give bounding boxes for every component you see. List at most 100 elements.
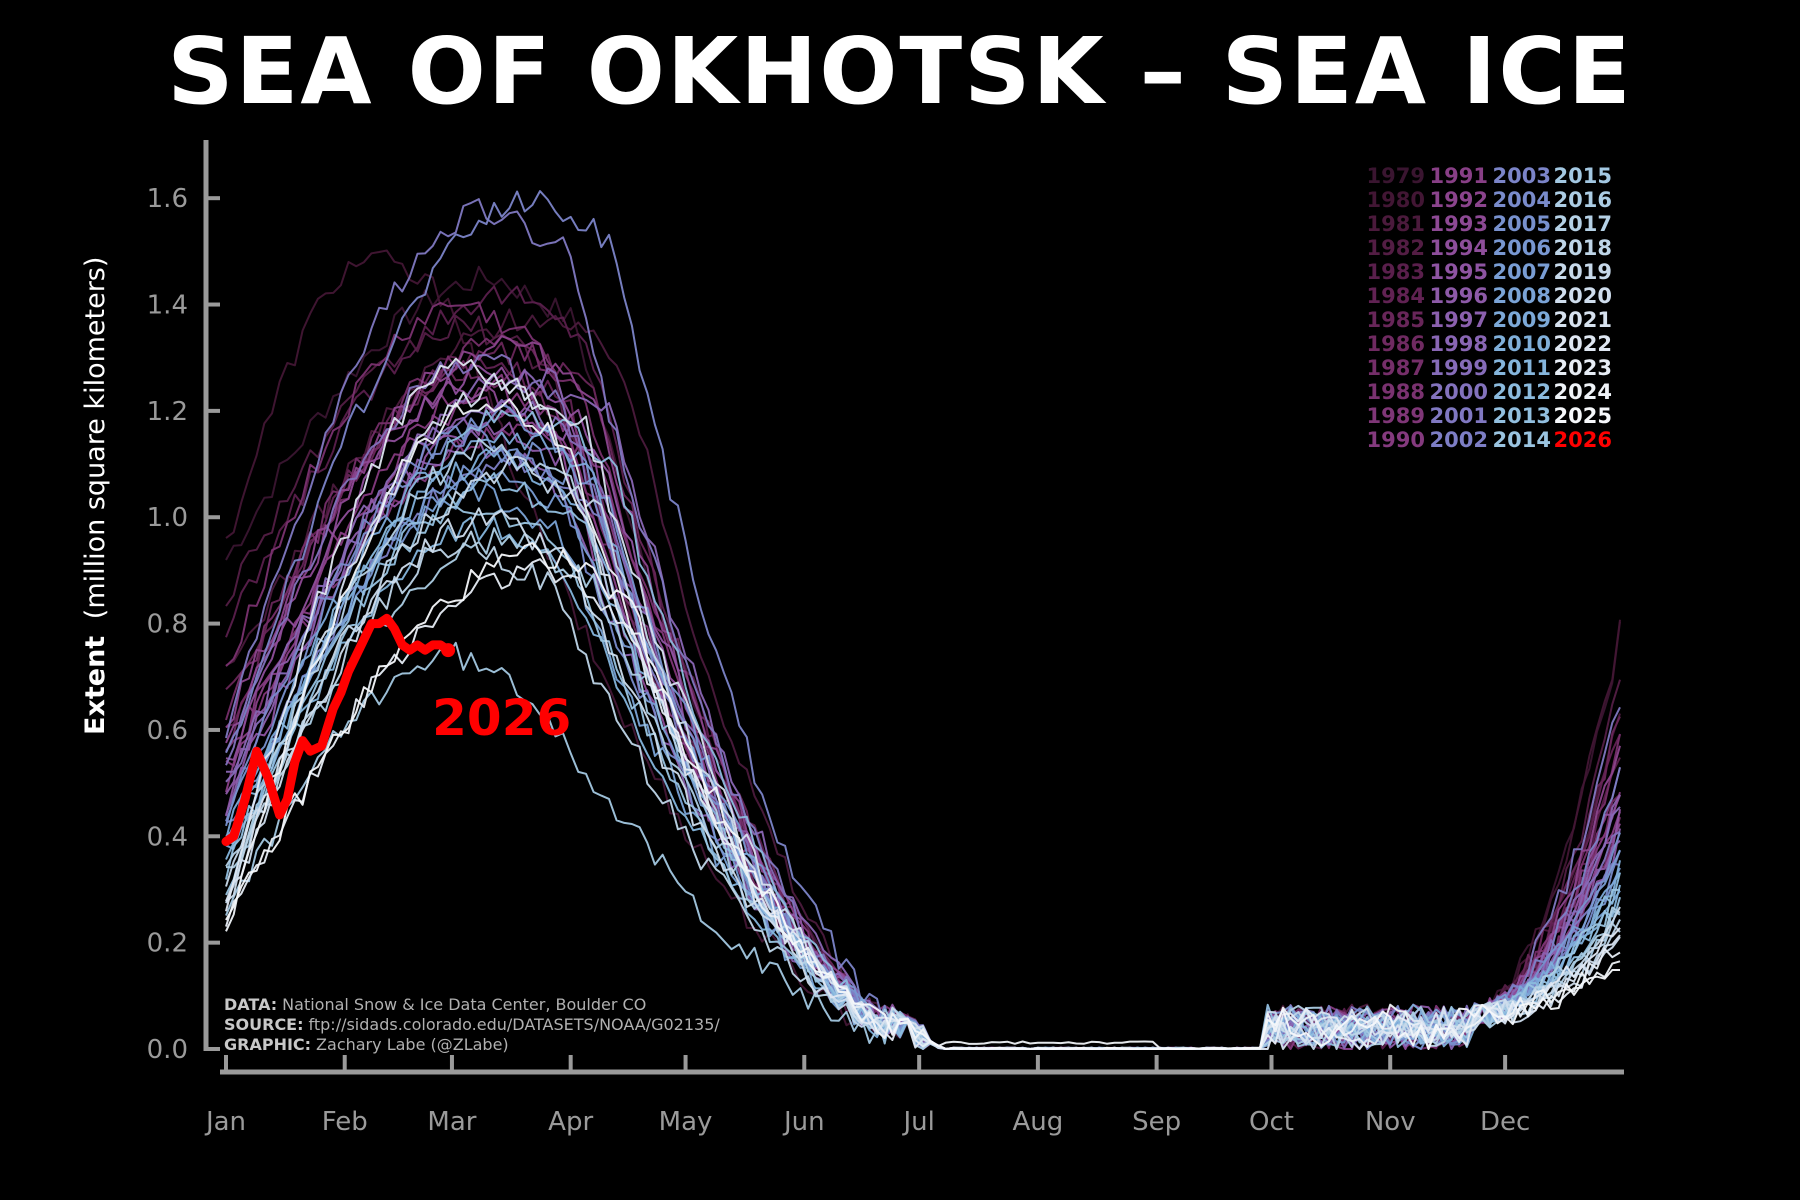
x-tick-label: Dec bbox=[1480, 1107, 1530, 1137]
highlight-series: 2026 bbox=[221, 613, 571, 847]
legend-item-1982: 1982 bbox=[1367, 236, 1425, 260]
legend-item-1994: 1994 bbox=[1430, 236, 1488, 260]
legend-item-2006: 2006 bbox=[1493, 236, 1551, 260]
legend-item-1983: 1983 bbox=[1367, 260, 1425, 284]
y-tick-label: 0.8 bbox=[147, 610, 188, 640]
legend-item-2022: 2022 bbox=[1554, 332, 1612, 356]
credit-line: DATA: National Snow & Ice Data Center, Bo… bbox=[224, 995, 646, 1014]
legend-item-1999: 1999 bbox=[1430, 356, 1488, 380]
y-tick-label: 0.6 bbox=[147, 716, 188, 746]
y-tick-label: 1.4 bbox=[147, 291, 188, 321]
credits: DATA: National Snow & Ice Data Center, Bo… bbox=[224, 995, 720, 1054]
legend-item-2009: 2009 bbox=[1493, 308, 1551, 332]
x-tick-label: Feb bbox=[322, 1107, 368, 1137]
legend-item-1988: 1988 bbox=[1367, 380, 1425, 404]
legend-item-2024: 2024 bbox=[1554, 380, 1612, 404]
legend-item-2025: 2025 bbox=[1554, 404, 1612, 428]
series-line-2019 bbox=[225, 455, 1621, 1050]
chart-title: SEA OF OKHOTSK – SEA ICE bbox=[167, 18, 1633, 125]
credit-key: GRAPHIC: bbox=[224, 1035, 311, 1054]
credit-line: GRAPHIC: Zachary Labe (@ZLabe) bbox=[224, 1035, 509, 1054]
y-axis-label: Extent (million square kilometers) bbox=[80, 257, 111, 735]
highlight-label: 2026 bbox=[432, 689, 571, 747]
x-tick-label: Nov bbox=[1365, 1107, 1416, 1137]
legend-item-2019: 2019 bbox=[1554, 260, 1612, 284]
legend-item-2020: 2020 bbox=[1554, 284, 1612, 308]
legend-item-1991: 1991 bbox=[1430, 164, 1488, 188]
y-tick-label: 1.6 bbox=[147, 184, 188, 214]
legend-item-2001: 2001 bbox=[1430, 404, 1488, 428]
legend-item-1981: 1981 bbox=[1367, 212, 1425, 236]
credit-key: DATA: bbox=[224, 995, 277, 1014]
series-line-2014 bbox=[225, 505, 1620, 1050]
legend-item-2026: 2026 bbox=[1554, 428, 1612, 452]
legend-item-2017: 2017 bbox=[1554, 212, 1612, 236]
series-lines bbox=[225, 190, 1621, 1050]
y-tick-label: 0.4 bbox=[147, 822, 188, 852]
x-tick-label: Jan bbox=[204, 1107, 246, 1137]
legend-item-2023: 2023 bbox=[1554, 356, 1612, 380]
credit-line: SOURCE: ftp://sidads.colorado.edu/DATASET… bbox=[224, 1015, 720, 1034]
legend-item-2013: 2013 bbox=[1493, 404, 1551, 428]
legend-item-1990: 1990 bbox=[1367, 428, 1425, 452]
x-tick-label: Oct bbox=[1249, 1107, 1294, 1137]
series-line-2013 bbox=[225, 472, 1621, 1050]
legend-item-1987: 1987 bbox=[1367, 356, 1425, 380]
legend-item-2016: 2016 bbox=[1554, 188, 1612, 212]
highlight-endpoint bbox=[441, 643, 456, 658]
y-tick-label: 1.2 bbox=[147, 397, 188, 427]
y-tick-label: 0.2 bbox=[147, 929, 188, 959]
series-line-2007 bbox=[225, 467, 1621, 1050]
credit-text: National Snow & Ice Data Center, Boulder… bbox=[282, 995, 646, 1014]
series-line-2024 bbox=[225, 398, 1621, 1050]
legend-item-1995: 1995 bbox=[1430, 260, 1488, 284]
legend-item-2008: 2008 bbox=[1493, 284, 1551, 308]
legend-item-1992: 1992 bbox=[1430, 188, 1488, 212]
x-tick-label: May bbox=[659, 1107, 713, 1137]
y-axis-label-unit: (million square kilometers) bbox=[80, 257, 111, 620]
series-line-2010 bbox=[225, 446, 1621, 1050]
legend-item-1986: 1986 bbox=[1367, 332, 1425, 356]
x-tick-label: Sep bbox=[1132, 1107, 1181, 1137]
legend-item-1979: 1979 bbox=[1367, 164, 1425, 188]
legend-item-1996: 1996 bbox=[1430, 284, 1488, 308]
axes: 0.0 0.2 0.4 0.6 0.8 1.0 1.2 1.4 1.6 Jan Feb Mar Apr M… bbox=[147, 140, 1624, 1137]
legend-item-2000: 2000 bbox=[1430, 380, 1488, 404]
legend-item-2018: 2018 bbox=[1554, 236, 1612, 260]
x-tick-label: Mar bbox=[427, 1107, 476, 1137]
series-line-2025 bbox=[225, 542, 1620, 1050]
series-line-2023 bbox=[225, 558, 1621, 1050]
legend-item-2007: 2007 bbox=[1493, 260, 1551, 284]
legend-item-2012: 2012 bbox=[1493, 380, 1551, 404]
credit-text: Zachary Labe (@ZLabe) bbox=[316, 1035, 509, 1054]
x-tick-label: Jul bbox=[901, 1107, 934, 1137]
x-tick-label: Aug bbox=[1012, 1107, 1063, 1137]
series-line-2011 bbox=[225, 515, 1621, 1050]
series-line-2018 bbox=[225, 530, 1621, 1050]
highlight-line bbox=[221, 613, 453, 847]
legend-item-2002: 2002 bbox=[1430, 428, 1488, 452]
legend-item-1980: 1980 bbox=[1367, 188, 1425, 212]
legend-item-1993: 1993 bbox=[1430, 212, 1488, 236]
y-axis-label-main: Extent bbox=[80, 636, 111, 735]
y-tick-label: 1.0 bbox=[147, 503, 188, 533]
legend: 1979198019811982198319841985198619871988… bbox=[1367, 164, 1612, 452]
legend-item-2014: 2014 bbox=[1493, 428, 1551, 452]
legend-item-1998: 1998 bbox=[1430, 332, 1488, 356]
series-line-2008 bbox=[225, 481, 1621, 1050]
legend-item-2011: 2011 bbox=[1493, 356, 1551, 380]
series-line-2016 bbox=[225, 527, 1621, 1050]
legend-item-2005: 2005 bbox=[1493, 212, 1551, 236]
legend-item-1985: 1985 bbox=[1367, 308, 1425, 332]
legend-item-1989: 1989 bbox=[1367, 404, 1425, 428]
legend-item-2010: 2010 bbox=[1493, 332, 1551, 356]
x-tick-label: Apr bbox=[548, 1107, 593, 1137]
y-tick-label: 0.0 bbox=[147, 1035, 188, 1065]
legend-item-2004: 2004 bbox=[1493, 188, 1551, 212]
series-line-2021 bbox=[225, 372, 1621, 1050]
legend-item-2015: 2015 bbox=[1554, 164, 1612, 188]
series-line-2022 bbox=[225, 357, 1621, 1050]
legend-item-1984: 1984 bbox=[1367, 284, 1425, 308]
credit-key: SOURCE: bbox=[224, 1015, 304, 1034]
